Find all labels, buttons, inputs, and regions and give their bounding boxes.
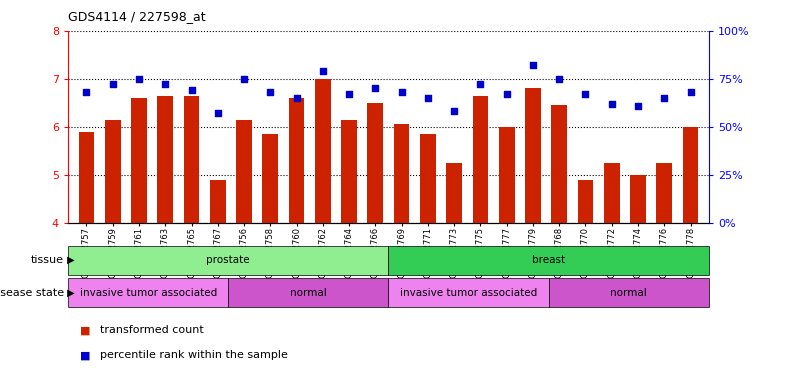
Point bbox=[185, 87, 198, 93]
Point bbox=[264, 89, 276, 95]
Point bbox=[631, 103, 644, 109]
Bar bbox=[388, 246, 709, 275]
Bar bbox=[315, 79, 331, 223]
Point bbox=[579, 91, 592, 97]
Point bbox=[159, 81, 171, 88]
Bar bbox=[78, 131, 95, 223]
Point bbox=[369, 85, 382, 91]
Bar bbox=[549, 278, 709, 307]
Bar bbox=[368, 103, 383, 223]
Bar bbox=[525, 88, 541, 223]
Point bbox=[316, 68, 329, 74]
Bar bbox=[656, 163, 672, 223]
Point bbox=[343, 91, 356, 97]
Bar bbox=[499, 127, 514, 223]
Bar bbox=[157, 96, 173, 223]
Text: invasive tumor associated: invasive tumor associated bbox=[400, 288, 537, 298]
Bar bbox=[604, 163, 620, 223]
Bar bbox=[68, 246, 388, 275]
Point bbox=[526, 62, 539, 68]
Text: ■: ■ bbox=[80, 350, 91, 360]
Bar bbox=[341, 119, 357, 223]
Bar bbox=[228, 278, 388, 307]
Point bbox=[107, 81, 119, 88]
Bar bbox=[446, 163, 462, 223]
Bar bbox=[551, 105, 567, 223]
Bar bbox=[263, 134, 278, 223]
Text: ▶: ▶ bbox=[64, 255, 74, 265]
Bar bbox=[388, 278, 549, 307]
Point bbox=[211, 110, 224, 116]
Bar bbox=[183, 96, 199, 223]
Point bbox=[474, 81, 487, 88]
Text: normal: normal bbox=[290, 288, 327, 298]
Point bbox=[80, 89, 93, 95]
Bar bbox=[420, 134, 436, 223]
Point bbox=[501, 91, 513, 97]
Bar bbox=[578, 180, 594, 223]
Text: normal: normal bbox=[610, 288, 647, 298]
Bar bbox=[473, 96, 489, 223]
Text: invasive tumor associated: invasive tumor associated bbox=[79, 288, 217, 298]
Text: disease state: disease state bbox=[0, 288, 64, 298]
Point bbox=[684, 89, 697, 95]
Bar bbox=[210, 180, 226, 223]
Text: prostate: prostate bbox=[207, 255, 250, 265]
Point bbox=[395, 89, 408, 95]
Text: GDS4114 / 227598_at: GDS4114 / 227598_at bbox=[68, 10, 206, 23]
Bar bbox=[288, 98, 304, 223]
Bar bbox=[131, 98, 147, 223]
Text: ▶: ▶ bbox=[64, 288, 74, 298]
Point bbox=[290, 95, 303, 101]
Text: breast: breast bbox=[532, 255, 566, 265]
Bar bbox=[68, 278, 228, 307]
Bar bbox=[236, 119, 252, 223]
Point bbox=[238, 76, 251, 82]
Point bbox=[553, 76, 566, 82]
Bar bbox=[105, 119, 121, 223]
Text: ■: ■ bbox=[80, 325, 91, 335]
Point bbox=[448, 108, 461, 114]
Point bbox=[658, 95, 670, 101]
Bar bbox=[630, 175, 646, 223]
Text: transformed count: transformed count bbox=[100, 325, 204, 335]
Point bbox=[606, 101, 618, 107]
Point bbox=[133, 76, 146, 82]
Bar bbox=[682, 127, 698, 223]
Text: tissue: tissue bbox=[31, 255, 64, 265]
Text: percentile rank within the sample: percentile rank within the sample bbox=[100, 350, 288, 360]
Bar bbox=[394, 124, 409, 223]
Point bbox=[421, 95, 434, 101]
